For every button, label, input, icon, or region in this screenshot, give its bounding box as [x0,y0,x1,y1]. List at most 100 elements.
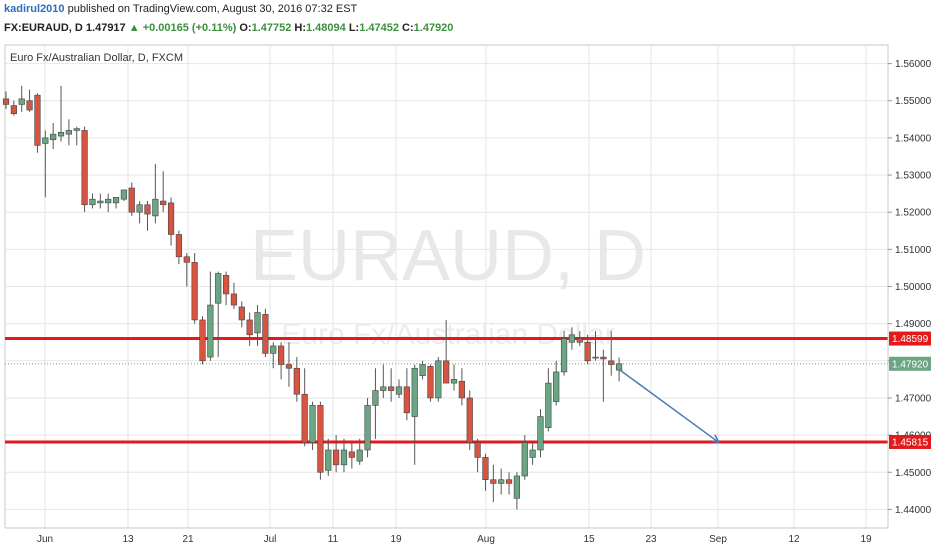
last-price-label: 1.47920 [892,359,929,370]
candle [215,271,222,358]
candle-body [395,386,403,395]
candle [356,438,363,465]
candle [207,271,214,361]
candle [403,368,410,421]
candle [222,271,230,306]
author-link[interactable]: kadirul2010 [4,3,65,15]
candle [270,342,277,369]
publish-line: kadirul2010 published on TradingView.com… [4,3,357,15]
candle [81,126,88,213]
candle [254,305,261,346]
y-tick-label: 1.44000 [895,505,932,516]
candle [490,464,497,502]
close-value: 1.47920 [413,22,454,34]
open-label: O: [239,22,252,34]
y-tick-label: 1.53000 [895,171,932,182]
candle-body [120,189,127,200]
candle [458,368,465,406]
candle [513,472,520,510]
candle-body [167,202,175,235]
x-tick-label: 21 [182,534,194,545]
candle-body [325,449,332,471]
candle [537,409,544,458]
candle-body [230,293,238,306]
candle-body [2,98,10,105]
low-value: 1.47452 [359,22,399,34]
candle [309,401,316,450]
candle-body [26,100,33,111]
candle [89,193,96,209]
candle [608,331,615,376]
candle-body [427,366,434,399]
publish-info: published on TradingView.com, August 30,… [67,3,358,15]
close-label: C: [402,22,414,34]
forecast-arrow-head [714,434,720,443]
candle-body [615,363,623,371]
candle [568,327,576,350]
candle [26,89,33,112]
candle [18,85,25,112]
candle-body [152,198,159,217]
candle [584,334,591,365]
candle [301,368,308,447]
candle-body [42,137,49,144]
candle-body [521,442,528,477]
candle-body [466,397,473,443]
candle [175,230,183,265]
candle [395,379,403,398]
candle-body [175,234,183,258]
candle [380,364,387,398]
candle-body [411,367,418,417]
chart-header: kadirul2010 published on TradingView.com… [0,0,932,42]
y-tick-label: 1.54000 [895,133,932,144]
x-tick-label: Sep [709,534,727,545]
candle-body [160,200,167,206]
candle-body [443,360,450,384]
x-tick-label: 11 [328,534,339,545]
chart-title: Euro Fx/Australian Dollar, D, FXCM [10,52,183,64]
candle-body [199,319,206,362]
candles-group [2,85,623,510]
candle-body [183,256,190,263]
candle [529,442,536,465]
candle-body [403,386,410,414]
change-value: +0.00165 (+0.11%) [142,22,237,34]
y-tick-label: 1.55000 [895,96,932,107]
candle [450,364,458,391]
candle-body [128,187,135,213]
candle-body [222,275,230,295]
candle [545,368,552,432]
grid-lines [5,45,888,528]
candle [10,100,17,116]
time-scale[interactable] [0,528,932,550]
last-price: 1.47917 [85,22,126,34]
candle [474,438,481,473]
y-tick-label: 1.52000 [895,208,932,219]
x-tick-label: 12 [788,534,800,545]
x-tick-label: Jun [37,534,53,545]
level-price-label: 1.45815 [892,437,929,448]
candle-body [254,312,261,334]
candle-body [348,451,355,458]
candle [152,163,159,224]
candle-body [333,449,340,466]
candle [238,301,245,328]
forecast-arrow-line[interactable] [619,369,720,444]
candle-body [301,393,308,443]
forecast-arrow[interactable] [619,369,720,444]
candle [136,201,143,224]
candle-body [317,405,324,473]
candle [498,468,505,495]
candle [42,130,49,198]
candle [120,189,127,202]
last-price-tag [889,356,931,371]
y-tick-label: 1.56000 [895,59,932,70]
candle [167,197,175,246]
candle [97,193,104,209]
candle [160,171,167,213]
candle [615,357,623,382]
candle-body [89,198,96,206]
candle [348,442,355,469]
candle [112,197,120,209]
